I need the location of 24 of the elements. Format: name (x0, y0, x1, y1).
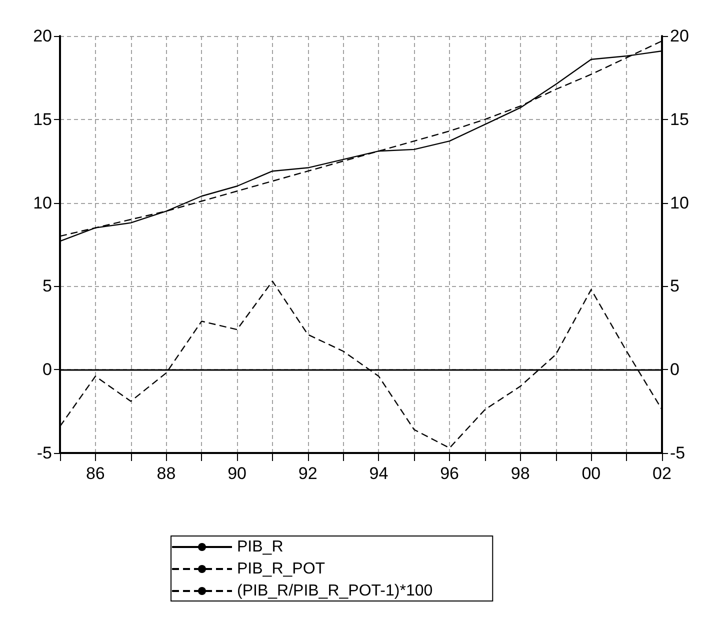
y2-tick-label: 10 (670, 193, 689, 212)
x-tick-label: 94 (369, 464, 388, 483)
y-tick-label: 10 (33, 193, 52, 212)
x-tick-label: 90 (228, 464, 247, 483)
y-tick-label: 0 (42, 360, 52, 380)
y-tick-label: 15 (33, 110, 52, 129)
x-tick-label: 00 (582, 464, 601, 483)
legend-label: PIB_R_POT (237, 560, 326, 578)
y-tick-label: -5 (36, 444, 52, 462)
y2-tick-label: -5 (670, 444, 686, 462)
x-tick-label: 96 (440, 464, 459, 483)
x-tick-label: 02 (652, 464, 672, 483)
y2-tick-label: 15 (670, 110, 689, 129)
legend-label: PIB_R (237, 538, 284, 556)
x-tick-label: 88 (156, 464, 176, 483)
x-tick-label: 98 (510, 464, 530, 483)
y2-tick-label: 0 (670, 360, 680, 380)
y2-tick-label: 20 (670, 26, 689, 46)
y2-tick-label: 5 (670, 276, 680, 296)
x-tick-label: 86 (86, 464, 105, 483)
y-tick-label: 5 (42, 276, 52, 296)
x-tick-label: 92 (298, 464, 318, 483)
legend-label: (PIB_R/PIB_R_POT-1)*100 (237, 582, 433, 600)
y-tick-label: 20 (33, 26, 52, 46)
